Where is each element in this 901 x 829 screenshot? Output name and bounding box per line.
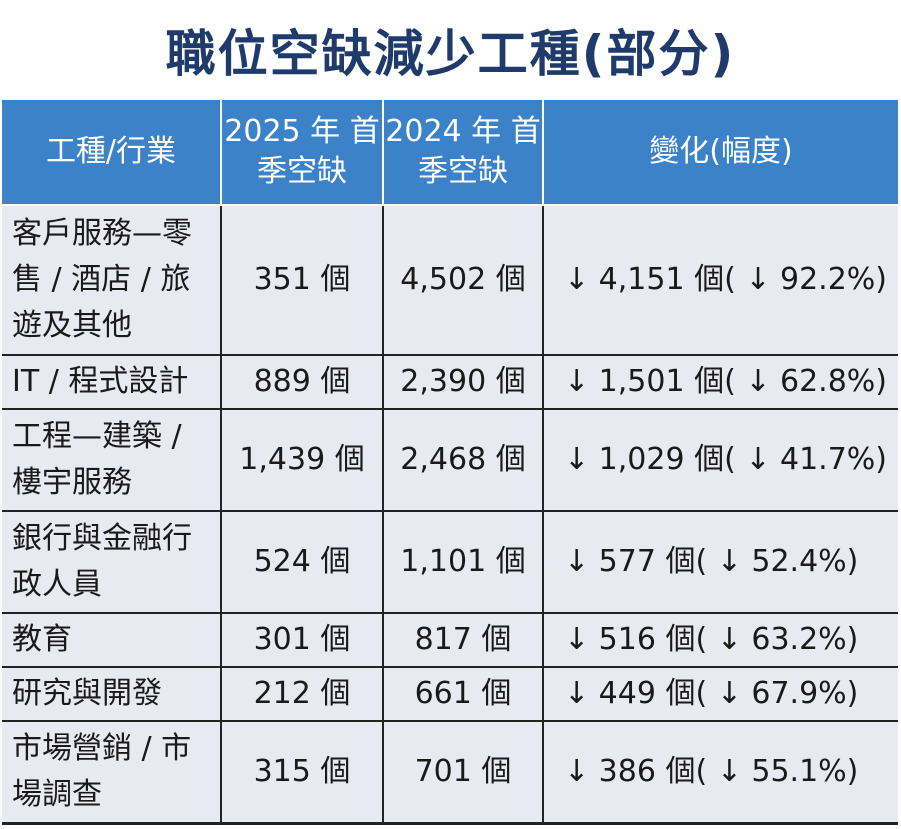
value-change: ↓ 516 個( ↓ 63.2%) bbox=[542, 612, 898, 668]
row-category: 教育 bbox=[2, 612, 222, 668]
table-row: 教育 301 個 817 個 ↓ 516 個( ↓ 63.2%) bbox=[2, 612, 898, 668]
table-row: 客戶服務—零售 / 酒店 / 旅遊及其他 351 個 4,502 個 ↓ 4,1… bbox=[2, 204, 898, 356]
header-category: 工種/行業 bbox=[2, 100, 222, 206]
row-category: 工程—建築 / 樓宇服務 bbox=[2, 408, 222, 512]
value-2024: 4,502 個 bbox=[382, 204, 544, 356]
header-2024: 2024 年 首季空缺 bbox=[382, 100, 544, 206]
table-row: 工程—建築 / 樓宇服務 1,439 個 2,468 個 ↓ 1,029 個( … bbox=[2, 408, 898, 512]
category-label: 客戶服務—零售 / 酒店 / 旅遊及其他 bbox=[12, 216, 192, 343]
value-2025: 301 個 bbox=[220, 612, 384, 668]
value-2024: 701 個 bbox=[382, 720, 544, 825]
row-category: 市場營銷 / 市場調查 bbox=[2, 720, 222, 825]
table-row: 市場營銷 / 市場調查 315 個 701 個 ↓ 386 個( ↓ 55.1%… bbox=[2, 720, 898, 825]
header-2025: 2025 年 首季空缺 bbox=[220, 100, 384, 206]
header-change: 變化(幅度) bbox=[542, 100, 898, 206]
value-2025: 315 個 bbox=[220, 720, 384, 825]
value-2024: 661 個 bbox=[382, 666, 544, 722]
value-2024: 2,468 個 bbox=[382, 408, 544, 512]
table-row: IT / 程式設計 889 個 2,390 個 ↓ 1,501 個( ↓ 62.… bbox=[2, 354, 898, 410]
category-label: 研究與開發 bbox=[12, 676, 162, 711]
value-change: ↓ 577 個( ↓ 52.4%) bbox=[542, 510, 898, 614]
value-2025: 889 個 bbox=[220, 354, 384, 410]
category-label: IT / 程式設計 bbox=[12, 364, 189, 399]
value-change: ↓ 1,029 個( ↓ 41.7%) bbox=[542, 408, 898, 512]
category-label: 銀行與金融行政人員 bbox=[12, 521, 192, 602]
category-label: 市場營銷 / 市場調查 bbox=[12, 731, 192, 812]
value-change: ↓ 4,151 個( ↓ 92.2%) bbox=[542, 204, 898, 356]
category-label: 教育 bbox=[12, 622, 72, 657]
value-2025: 524 個 bbox=[220, 510, 384, 614]
value-2024: 817 個 bbox=[382, 612, 544, 668]
row-category: 客戶服務—零售 / 酒店 / 旅遊及其他 bbox=[2, 204, 222, 356]
table-row: 研究與開發 212 個 661 個 ↓ 449 個( ↓ 67.9%) bbox=[2, 666, 898, 722]
header-row: 工種/行業 2025 年 首季空缺 2024 年 首季空缺 變化(幅度) bbox=[2, 100, 898, 206]
value-2025: 212 個 bbox=[220, 666, 384, 722]
value-2025: 351 個 bbox=[220, 204, 384, 356]
chart-title: 職位空缺減少工種(部分) bbox=[165, 25, 736, 83]
value-change: ↓ 1,501 個( ↓ 62.8%) bbox=[542, 354, 898, 410]
value-change: ↓ 386 個( ↓ 55.1%) bbox=[542, 720, 898, 825]
table-row: 銀行與金融行政人員 524 個 1,101 個 ↓ 577 個( ↓ 52.4%… bbox=[2, 510, 898, 614]
value-2025: 1,439 個 bbox=[220, 408, 384, 512]
value-2024: 1,101 個 bbox=[382, 510, 544, 614]
row-category: 銀行與金融行政人員 bbox=[2, 510, 222, 614]
value-change: ↓ 449 個( ↓ 67.9%) bbox=[542, 666, 898, 722]
vacancy-table: 工種/行業 2025 年 首季空缺 2024 年 首季空缺 變化(幅度) 客戶服… bbox=[2, 100, 898, 825]
value-2024: 2,390 個 bbox=[382, 354, 544, 410]
row-category: IT / 程式設計 bbox=[2, 354, 222, 410]
category-label: 工程—建築 / 樓宇服務 bbox=[12, 419, 182, 500]
row-category: 研究與開發 bbox=[2, 666, 222, 722]
